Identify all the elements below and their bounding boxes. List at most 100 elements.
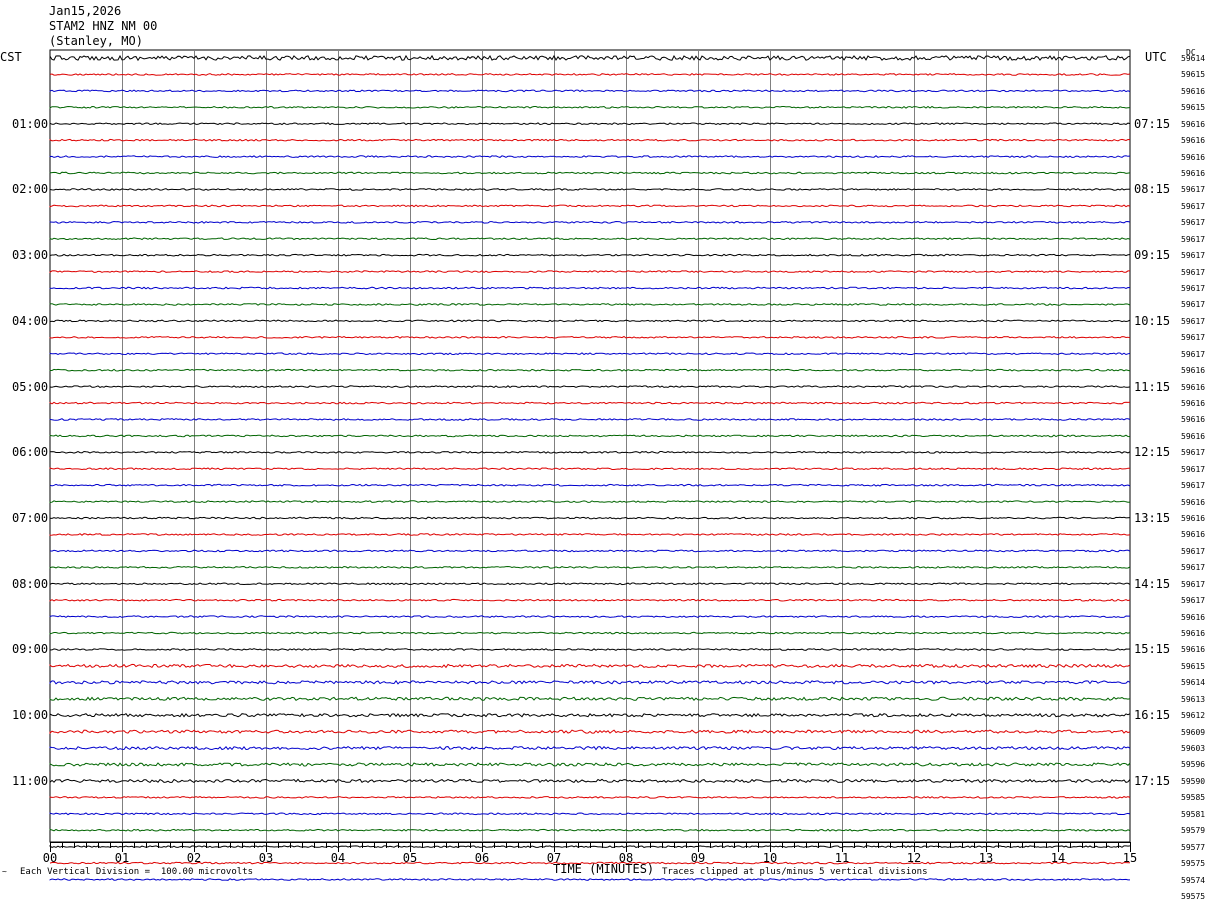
minute-gridlines: [49, 49, 1131, 843]
dc-value: 59616: [1181, 514, 1206, 524]
trace-line: [49, 319, 1131, 323]
x-tick-label: 04: [331, 851, 345, 865]
station-code: STAM2 HNZ NM 00: [49, 19, 158, 33]
trace-line: [49, 680, 1131, 685]
left-hour-label: 10:00: [12, 708, 49, 723]
left-hour-label: 08:00: [12, 576, 49, 591]
x-tick-label: 02: [187, 851, 201, 865]
dc-value: 59617: [1181, 234, 1206, 244]
x-tick-label: 11: [835, 851, 849, 865]
trace-line: [49, 828, 1131, 832]
dc-value: 59616: [1181, 530, 1206, 540]
trace-line: [49, 401, 1131, 405]
dc-value: 59616: [1181, 645, 1206, 655]
trace-line: [49, 171, 1131, 175]
dc-value: 59617: [1181, 267, 1206, 277]
seismic-traces: [49, 54, 1131, 881]
trace-line: [49, 385, 1131, 389]
trace-line: [49, 467, 1131, 471]
dc-value: 59615: [1181, 661, 1206, 671]
trace-line: [49, 795, 1131, 799]
right-hour-label: 11:15: [1134, 379, 1171, 394]
trace-line: [49, 845, 1131, 849]
trace-line: [49, 500, 1131, 503]
trace-line: [49, 615, 1130, 618]
x-axis-title: TIME (MINUTES): [553, 862, 655, 876]
dc-value: 59614: [1181, 678, 1206, 688]
scale-note: Each Vertical Division = 100.00 microvol…: [20, 867, 253, 877]
trace-line: [49, 712, 1131, 718]
trace-line: [49, 812, 1131, 816]
dc-value: 59596: [1181, 760, 1206, 770]
left-hour-label: 03:00: [12, 248, 49, 263]
dc-value: 59613: [1181, 694, 1206, 704]
dc-value: 59617: [1181, 349, 1206, 359]
x-tick-label: 01: [115, 851, 129, 865]
dc-value: 59575: [1181, 891, 1206, 901]
trace-line: [49, 450, 1131, 454]
dc-value: 59612: [1181, 711, 1206, 721]
dc-value: 59577: [1181, 842, 1206, 852]
station-location: (Stanley, MO): [49, 34, 143, 48]
right-timezone-label: UTC: [1145, 50, 1167, 64]
trace-line: [49, 418, 1131, 421]
dc-value: 59617: [1181, 201, 1206, 211]
dc-value: 59579: [1181, 826, 1206, 836]
trace-line: [49, 89, 1131, 93]
dc-value: 59617: [1181, 300, 1206, 310]
dc-value: 59585: [1181, 793, 1206, 803]
dc-value: 59617: [1181, 284, 1206, 294]
dc-value: 59616: [1181, 399, 1206, 409]
dc-value: 59616: [1181, 629, 1206, 639]
trace-line: [49, 533, 1131, 536]
trace-line: [49, 434, 1131, 438]
right-hour-label: 10:15: [1134, 313, 1171, 328]
trace-line: [49, 204, 1131, 208]
dc-value: 59617: [1181, 316, 1206, 326]
trace-line: [49, 368, 1131, 372]
plot-frame: [49, 49, 1131, 843]
left-hour-label: 06:00: [12, 445, 49, 460]
x-tick-label: 10: [763, 851, 777, 865]
dc-value: 59616: [1181, 415, 1206, 425]
trace-line: [49, 549, 1131, 553]
dc-value: 59617: [1181, 251, 1206, 261]
trace-line: [49, 663, 1131, 669]
x-tick-label: 14: [1051, 851, 1065, 865]
dc-value: 59616: [1181, 612, 1206, 622]
dc-value: 59590: [1181, 776, 1206, 786]
dc-value: 59615: [1181, 103, 1206, 113]
x-tick-label: 13: [979, 851, 993, 865]
dc-value: 59616: [1181, 169, 1206, 178]
trace-line: [49, 270, 1130, 274]
right-hour-label: 08:15: [1134, 182, 1171, 197]
dc-value: 59617: [1181, 546, 1206, 556]
right-hour-label: 16:15: [1134, 708, 1171, 723]
dc-value: 59616: [1181, 86, 1206, 96]
trace-line: [49, 122, 1131, 126]
right-hour-label: 07:15: [1134, 116, 1171, 131]
left-hour-label: 07:00: [12, 511, 49, 526]
dc-value: 59617: [1181, 563, 1206, 573]
left-timezone-label: CST: [0, 50, 22, 64]
trace-line: [49, 861, 1131, 865]
right-hour-label: 17:15: [1134, 773, 1171, 788]
trace-line: [49, 745, 1131, 751]
trace-line: [49, 516, 1131, 520]
trace-line: [49, 54, 1131, 62]
dc-column-label: DC: [1186, 48, 1196, 57]
trace-line: [49, 352, 1131, 356]
left-hour-label: 02:00: [12, 182, 49, 197]
dc-value: 59603: [1181, 744, 1206, 754]
trace-line: [49, 565, 1131, 569]
dc-value: 59575: [1181, 859, 1206, 869]
x-tick-label: 15: [1123, 851, 1137, 865]
dc-value: 59581: [1181, 809, 1206, 819]
right-hour-label: 15:15: [1134, 642, 1171, 657]
left-hour-label: 09:00: [12, 642, 49, 657]
trace-line: [49, 303, 1131, 306]
x-tick-label: 00: [43, 851, 57, 865]
dc-value: 59616: [1181, 431, 1206, 441]
x-tick-label: 06: [475, 851, 489, 865]
